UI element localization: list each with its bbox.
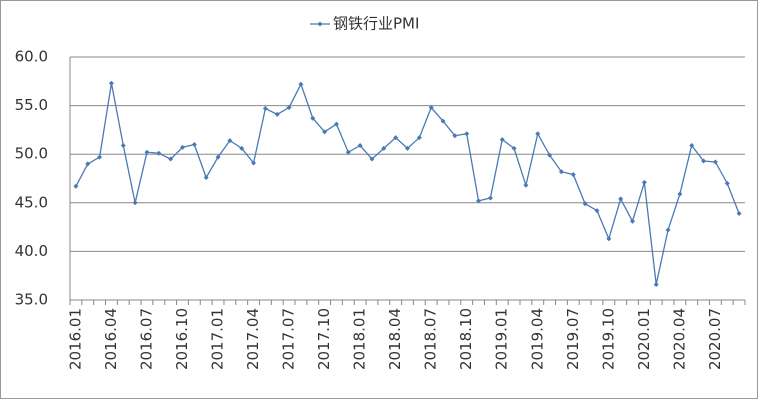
data-point: [286, 105, 292, 111]
data-point: [262, 106, 268, 112]
data-point: [630, 218, 635, 224]
data-point: [476, 198, 482, 204]
data-point: [570, 172, 576, 178]
data-point: [369, 156, 375, 162]
data-point: [701, 158, 707, 164]
data-point: [511, 145, 517, 151]
data-point: [180, 144, 185, 150]
data-point: [73, 183, 79, 189]
x-tick-label: 2016.01: [66, 308, 84, 370]
data-point: [333, 121, 339, 127]
x-tick-label: 2018.07: [422, 308, 440, 370]
data-point: [298, 81, 304, 87]
data-point: [251, 160, 257, 166]
x-tick-label: 2020.01: [635, 308, 653, 370]
data-point: [653, 281, 659, 287]
x-tick-label: 2017.10: [315, 308, 333, 370]
x-tick-label: 2016.04: [102, 308, 120, 370]
y-tick-label: 60.0: [15, 48, 48, 66]
data-point: [381, 145, 387, 151]
data-point: [156, 150, 162, 156]
data-point: [393, 135, 399, 141]
data-point: [677, 191, 683, 197]
data-point: [239, 145, 245, 151]
data-point: [322, 129, 328, 135]
x-tick-label: 2020.07: [706, 308, 724, 370]
legend-marker: [317, 21, 323, 27]
data-point: [227, 138, 233, 144]
x-tick-label: 2018.10: [457, 308, 475, 370]
x-tick-label: 2018.01: [351, 308, 369, 370]
x-tick-label: 2019.04: [528, 308, 546, 370]
data-point: [274, 111, 280, 117]
x-tick-label: 2016.10: [173, 308, 191, 370]
data-point: [582, 201, 588, 207]
y-tick-label: 40.0: [15, 242, 48, 260]
data-point: [558, 169, 564, 175]
x-tick-label: 2016.07: [137, 308, 155, 370]
x-tick-label: 2017.01: [209, 308, 227, 370]
y-tick-label: 35.0: [15, 291, 48, 309]
x-tick-label: 2019.07: [564, 308, 582, 370]
data-point: [487, 195, 493, 201]
data-point: [108, 80, 114, 86]
data-point: [689, 142, 695, 148]
data-point: [416, 135, 422, 141]
data-point: [464, 131, 470, 137]
data-point: [594, 208, 600, 214]
data-point: [120, 142, 126, 148]
data-point: [452, 133, 458, 139]
data-point: [215, 154, 221, 160]
x-tick-label: 2019.10: [599, 308, 617, 370]
data-point: [499, 137, 505, 143]
x-tick-label: 2017.07: [280, 308, 298, 370]
data-point: [191, 141, 197, 147]
x-tick-label: 2017.04: [244, 308, 262, 370]
data-point: [547, 152, 553, 158]
data-point: [168, 156, 174, 162]
data-point: [405, 145, 410, 151]
data-point: [132, 200, 138, 206]
x-tick-label: 2018.04: [386, 308, 404, 370]
y-tick-label: 55.0: [15, 96, 48, 114]
data-point: [144, 149, 150, 155]
x-tick-label: 2020.04: [670, 308, 688, 370]
data-point: [736, 210, 742, 216]
data-point: [310, 115, 316, 121]
data-point: [85, 161, 91, 167]
data-point: [428, 105, 434, 111]
legend-label: 钢铁行业PMI: [333, 15, 419, 33]
y-tick-label: 45.0: [15, 193, 48, 211]
data-point: [712, 159, 718, 165]
data-point: [440, 118, 446, 124]
data-point: [618, 196, 624, 202]
x-tick-label: 2019.01: [493, 308, 511, 370]
y-tick-label: 50.0: [15, 145, 48, 163]
data-point: [606, 236, 612, 242]
data-point: [523, 182, 529, 188]
data-point: [641, 179, 647, 185]
data-point: [97, 154, 103, 160]
data-point: [665, 227, 671, 233]
data-point: [724, 180, 730, 186]
data-point: [535, 131, 541, 137]
data-point: [357, 142, 363, 148]
data-point: [203, 175, 209, 181]
data-point: [345, 149, 351, 155]
